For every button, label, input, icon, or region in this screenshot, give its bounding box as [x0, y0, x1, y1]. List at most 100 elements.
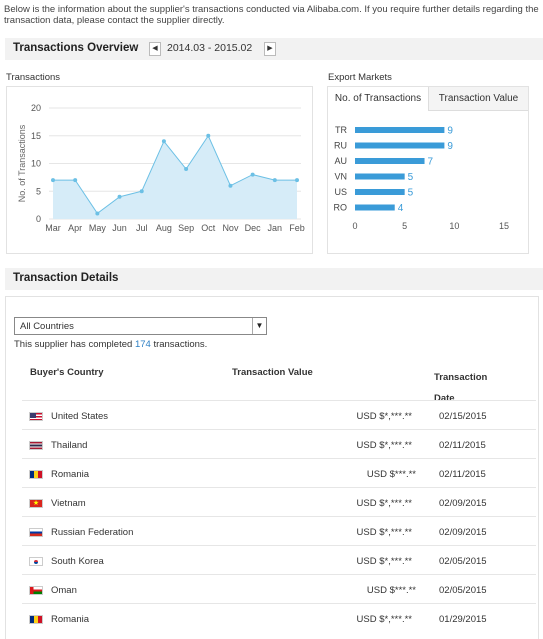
data-point: [95, 211, 100, 216]
ru-flag-icon: [29, 528, 43, 537]
table-row: ★ Vietnam USD $*,***.** 02/09/2015: [22, 487, 536, 516]
summary-prefix: This supplier has completed: [14, 339, 133, 350]
bar: [355, 204, 395, 211]
data-label: 9: [447, 126, 453, 137]
table-row: Oman USD $***.** 02/05/2015: [22, 574, 536, 603]
transaction-date: 02/09/2015: [439, 527, 487, 538]
x-tick-label: 15: [499, 221, 509, 231]
transaction-details-bar: Transaction Details: [5, 268, 543, 290]
country-name: Vietnam: [51, 498, 86, 509]
col-header-value: Transaction Value: [232, 367, 313, 378]
country-name: Thailand: [51, 440, 88, 451]
table-row: Russian Federation USD $*,***.** 02/09/2…: [22, 516, 536, 545]
caret-down-icon[interactable]: ▼: [252, 318, 266, 334]
category-label: VN: [334, 172, 347, 182]
y-tick-label: 15: [31, 131, 41, 141]
chevron-right-icon[interactable]: ▶: [264, 42, 276, 56]
transactions-summary: This supplier has completed 174 transact…: [14, 339, 207, 350]
col-header-country: Buyer's Country: [30, 367, 104, 378]
table-row: Romania USD $*,***.** 01/29/2015: [22, 603, 536, 632]
transaction-value: USD $*,***.**: [356, 556, 412, 567]
us-flag-icon: [29, 412, 43, 421]
col-header-date-line1: Transaction: [434, 372, 488, 383]
ro-flag-icon: [29, 615, 43, 624]
data-point: [139, 189, 144, 194]
transaction-date: 02/05/2015: [439, 585, 487, 596]
transactions-chart-panel: 0 5 10 15 20 No. of Transactions Mar Apr May Jun J…: [6, 86, 313, 254]
data-label: 5: [408, 172, 414, 183]
category-label: RU: [334, 141, 347, 151]
export-markets-panel: No. of Transactions Transaction Value TR…: [327, 86, 529, 254]
category-label: US: [334, 187, 347, 197]
export-markets-tabs: No. of Transactions Transaction Value: [328, 87, 528, 111]
y-tick-label: 20: [31, 103, 41, 113]
x-tick-label: Aug: [156, 223, 172, 233]
details-table-header: Buyer's Country Transaction Value Transa…: [6, 355, 538, 405]
series-line: [53, 134, 297, 215]
transaction-value: USD $*,***.**: [356, 440, 412, 451]
data-label: 4: [398, 203, 404, 214]
ro-flag-icon: [29, 470, 43, 479]
country-name: Romania: [51, 614, 90, 625]
x-tick-label: Dec: [245, 223, 262, 233]
data-label: 7: [428, 157, 434, 168]
y-tick-label: 0: [36, 214, 41, 224]
data-point: [206, 133, 211, 138]
bar: [355, 189, 405, 195]
kr-flag-icon: [29, 557, 43, 566]
bar: [355, 142, 445, 149]
country-name: Russian Federation: [51, 527, 134, 538]
transaction-date: 01/29/2015: [439, 614, 487, 625]
country-filter-value: All Countries: [20, 321, 74, 332]
summary-suffix: transactions.: [153, 339, 208, 350]
country-name: Romania: [51, 469, 90, 480]
details-title: Transaction Details: [13, 272, 119, 284]
y-tick-label: 5: [36, 186, 41, 196]
data-point: [117, 194, 122, 199]
category-label: RO: [334, 203, 348, 213]
series-area: [53, 135, 297, 219]
table-row: South Korea USD $*,***.** 02/05/2015: [22, 545, 536, 574]
col-header-date: Transaction Date: [434, 367, 487, 409]
data-point: [295, 178, 299, 183]
intro-text: Below is the information about the suppl…: [4, 4, 539, 26]
data-label: 5: [408, 188, 414, 199]
transaction-date: 02/09/2015: [439, 498, 487, 509]
tab-no-of-transactions[interactable]: No. of Transactions: [328, 87, 428, 111]
summary-count-link[interactable]: 174: [134, 339, 151, 350]
transaction-details-panel: All Countries ▼ This supplier has comple…: [5, 296, 539, 639]
category-label: AU: [334, 156, 347, 166]
export-markets-panel-label: Export Markets: [328, 72, 392, 83]
data-point: [51, 178, 55, 183]
country-name: United States: [51, 411, 109, 422]
transactions-panel-label: Transactions: [6, 72, 61, 83]
y-axis-label: No. of Transactions: [17, 124, 27, 202]
export-markets-bar-chart: TR 9 RU 9 AU 7 VN 5 US 5 RO 4 0 5 10 15: [334, 125, 510, 231]
table-row: United States USD $*,***.** 02/15/2015: [22, 400, 536, 429]
overview-title: Transactions Overview: [13, 42, 139, 54]
tab-transaction-value[interactable]: Transaction Value: [428, 87, 528, 111]
x-tick-label: Jul: [136, 223, 148, 233]
x-tick-label: Jan: [268, 223, 283, 233]
transaction-value: USD $***.**: [366, 585, 416, 596]
data-point: [161, 139, 166, 144]
x-tick-label: Feb: [289, 223, 305, 233]
x-tick-label: 0: [352, 221, 357, 231]
chevron-left-icon[interactable]: ◀: [149, 42, 161, 56]
transaction-value: USD $*,***.**: [356, 498, 412, 509]
bar: [355, 158, 425, 164]
transaction-date: 02/15/2015: [439, 411, 487, 422]
transaction-value: USD $*,***.**: [356, 411, 412, 422]
period-label: 2014.03 - 2015.02: [167, 42, 253, 54]
data-point: [228, 183, 233, 188]
data-point: [272, 178, 277, 183]
transaction-value: USD $*,***.**: [356, 527, 412, 538]
table-row: Romania USD $***.** 02/11/2015: [22, 458, 536, 487]
transactions-overview-bar: Transactions Overview ◀ 2014.03 - 2015.0…: [5, 38, 543, 60]
transaction-value: USD $*,***.**: [356, 614, 412, 625]
data-label: 9: [447, 141, 453, 152]
country-filter-select[interactable]: All Countries ▼: [14, 317, 267, 335]
th-flag-icon: [29, 441, 43, 450]
data-point: [73, 178, 78, 183]
x-tick-label: Oct: [201, 223, 216, 233]
